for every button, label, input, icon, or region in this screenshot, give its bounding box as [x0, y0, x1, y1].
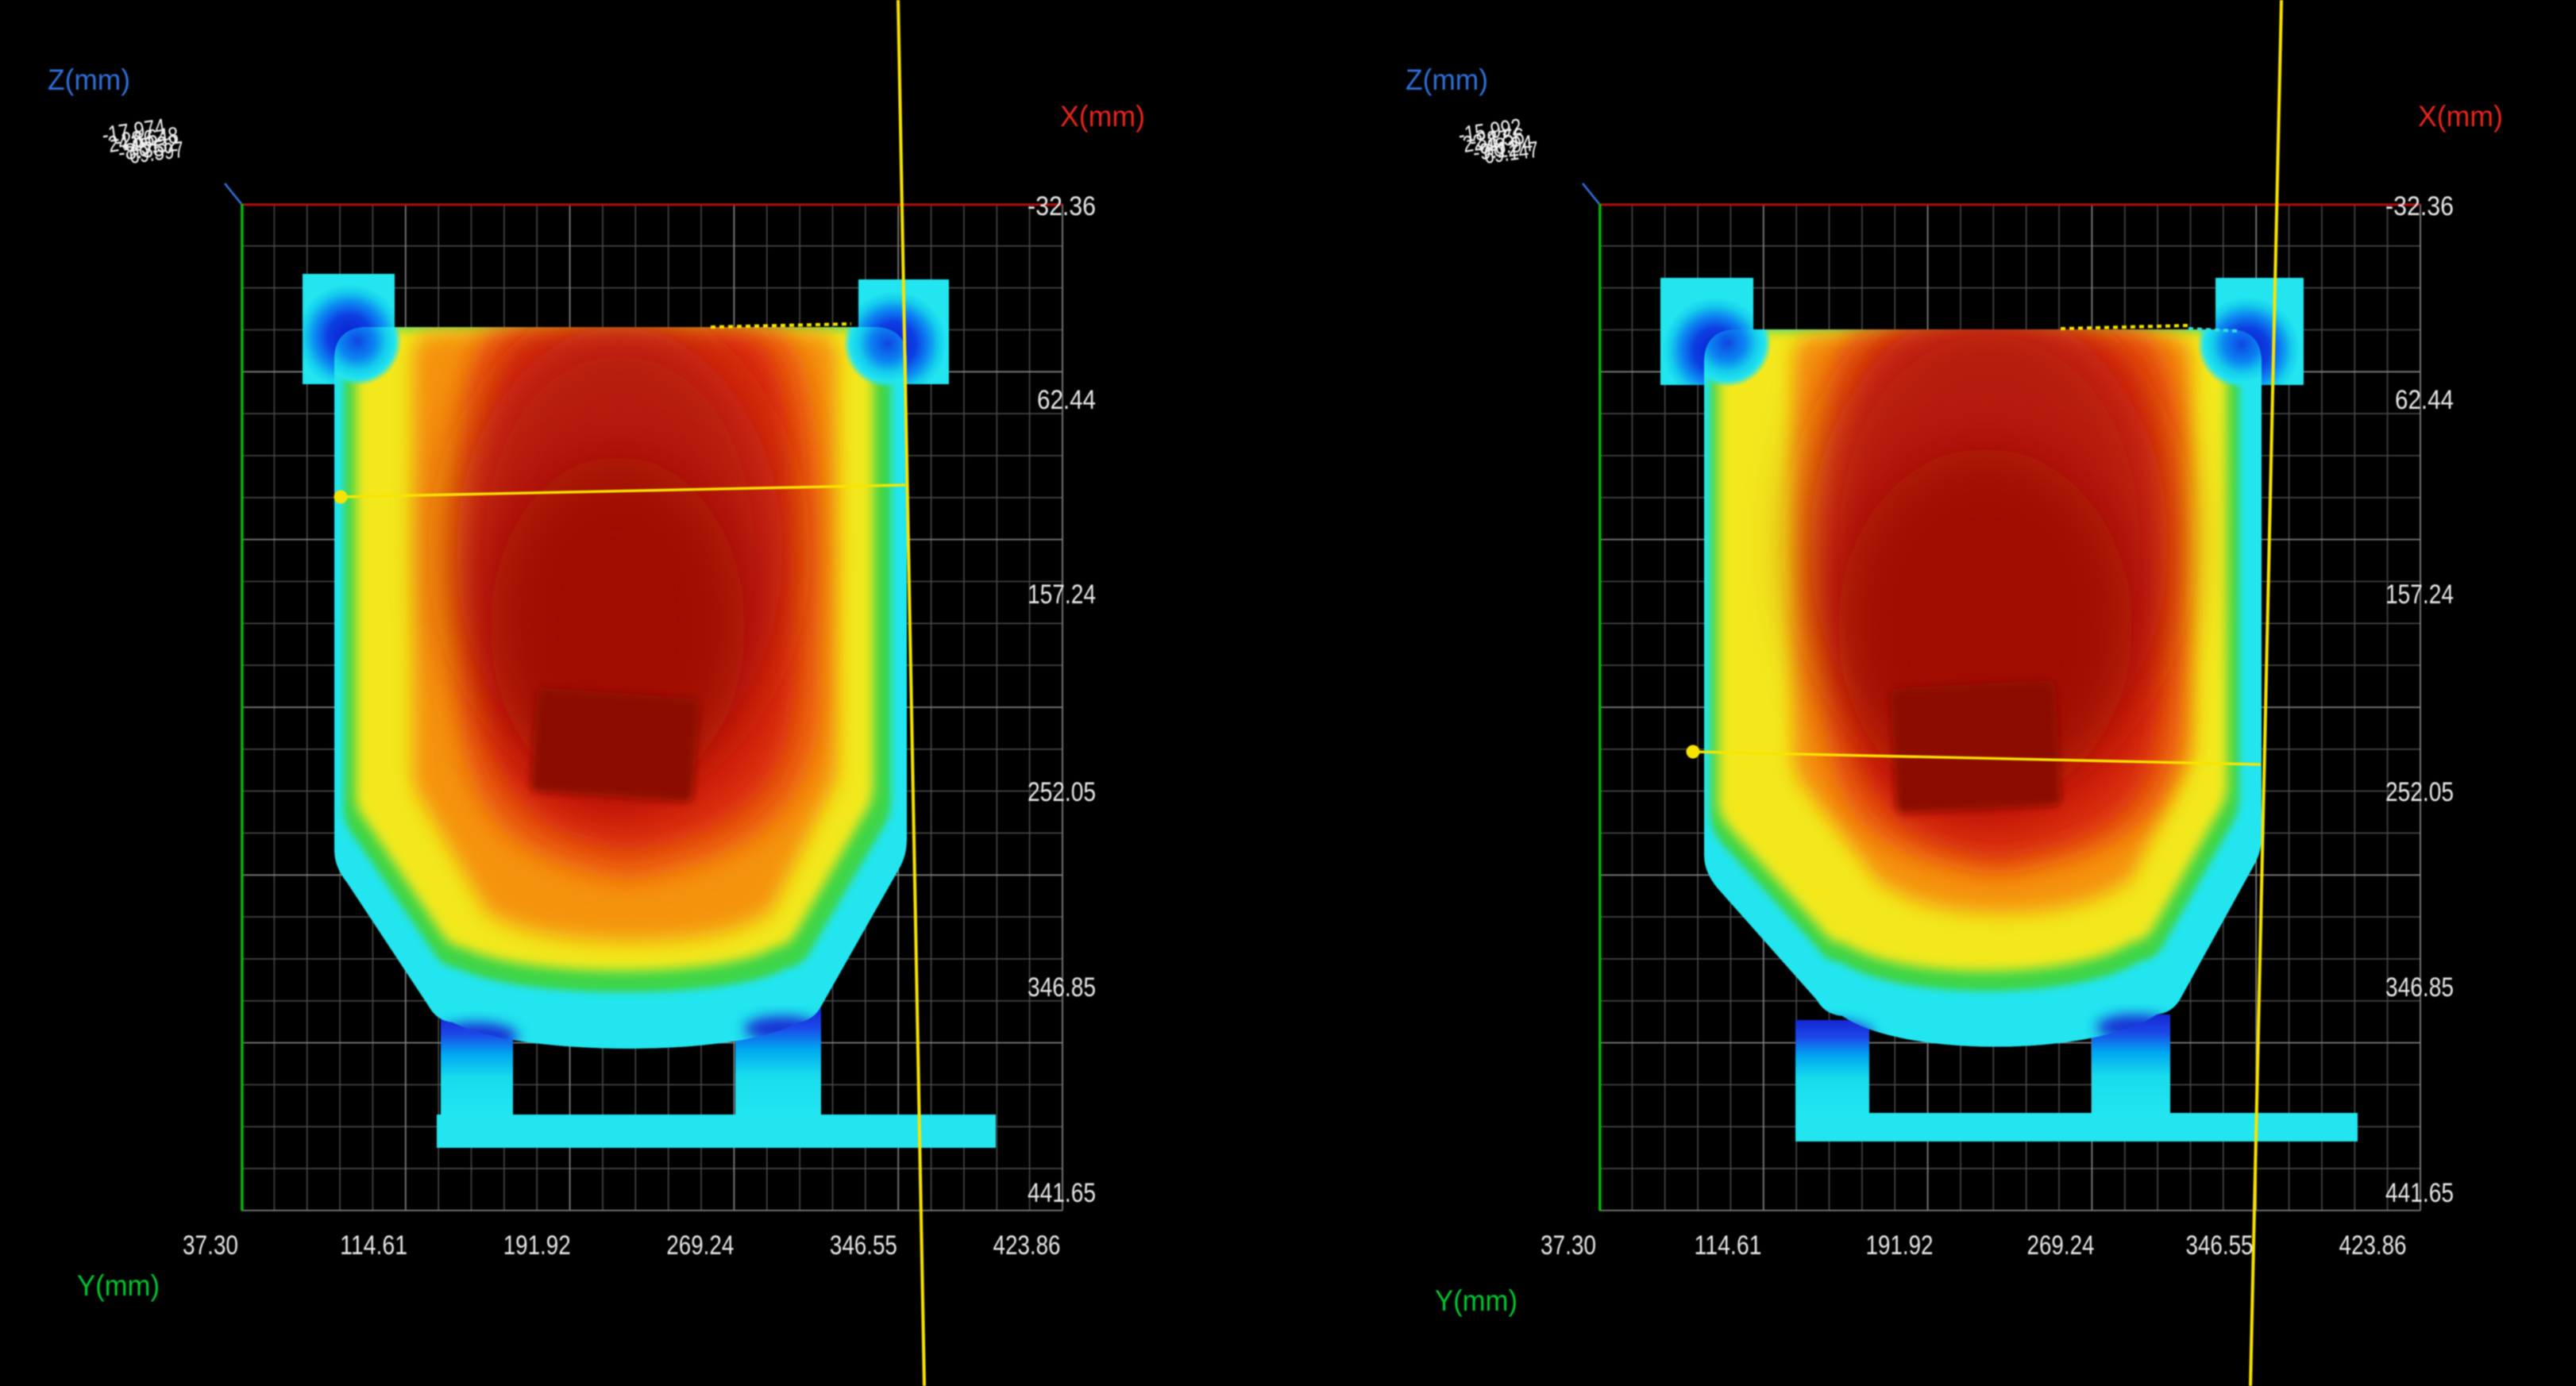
svg-text:157.24: 157.24 [1028, 579, 1096, 610]
svg-text:-45.32: -45.32 [122, 131, 179, 161]
svg-text:Y(mm): Y(mm) [77, 1269, 160, 1302]
svg-text:423.86: 423.86 [2339, 1230, 2407, 1261]
svg-text:-32.36: -32.36 [1028, 191, 1096, 221]
svg-text:269.24: 269.24 [666, 1230, 734, 1261]
svg-text:423.86: 423.86 [993, 1230, 1061, 1261]
svg-text:252.05: 252.05 [2385, 777, 2454, 807]
svg-text:346.85: 346.85 [2385, 972, 2454, 1003]
svg-text:-48.94: -48.94 [1477, 131, 1534, 161]
svg-text:346.55: 346.55 [830, 1230, 897, 1261]
svg-text:62.44: 62.44 [2395, 385, 2454, 415]
svg-text:-9.12: -9.12 [1471, 136, 1520, 166]
svg-text:-32.36: -32.36 [2385, 191, 2454, 221]
svg-text:X(mm): X(mm) [2418, 100, 2503, 133]
svg-text:37.30: 37.30 [1541, 1230, 1596, 1261]
svg-text:191.92: 191.92 [503, 1230, 571, 1261]
svg-text:-38.56: -38.56 [1468, 124, 1525, 155]
svg-text:441.65: 441.65 [1028, 1178, 1096, 1208]
svg-text:346.85: 346.85 [1028, 972, 1096, 1003]
svg-text:114.61: 114.61 [340, 1230, 407, 1261]
svg-text:62.44: 62.44 [1037, 385, 1096, 415]
svg-text:157.24: 157.24 [2385, 579, 2454, 610]
svg-text:346.55: 346.55 [2186, 1230, 2254, 1261]
svg-text:Y(mm): Y(mm) [1435, 1284, 1517, 1317]
svg-text:-8.35: -8.35 [117, 136, 165, 166]
svg-text:252.05: 252.05 [1028, 777, 1096, 807]
svg-text:269.24: 269.24 [2027, 1230, 2095, 1261]
svg-text:191.92: 191.92 [1866, 1230, 1934, 1261]
svg-text:441.65: 441.65 [2385, 1178, 2454, 1208]
svg-text:37.30: 37.30 [183, 1230, 238, 1261]
svg-text:X(mm): X(mm) [1060, 100, 1145, 133]
svg-text:114.61: 114.61 [1695, 1230, 1762, 1261]
svg-text:Z(mm): Z(mm) [48, 64, 130, 96]
svg-text:Z(mm): Z(mm) [1406, 64, 1488, 96]
